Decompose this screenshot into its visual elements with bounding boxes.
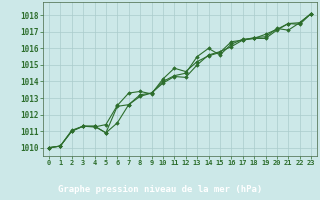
- Text: Graphe pression niveau de la mer (hPa): Graphe pression niveau de la mer (hPa): [58, 185, 262, 194]
